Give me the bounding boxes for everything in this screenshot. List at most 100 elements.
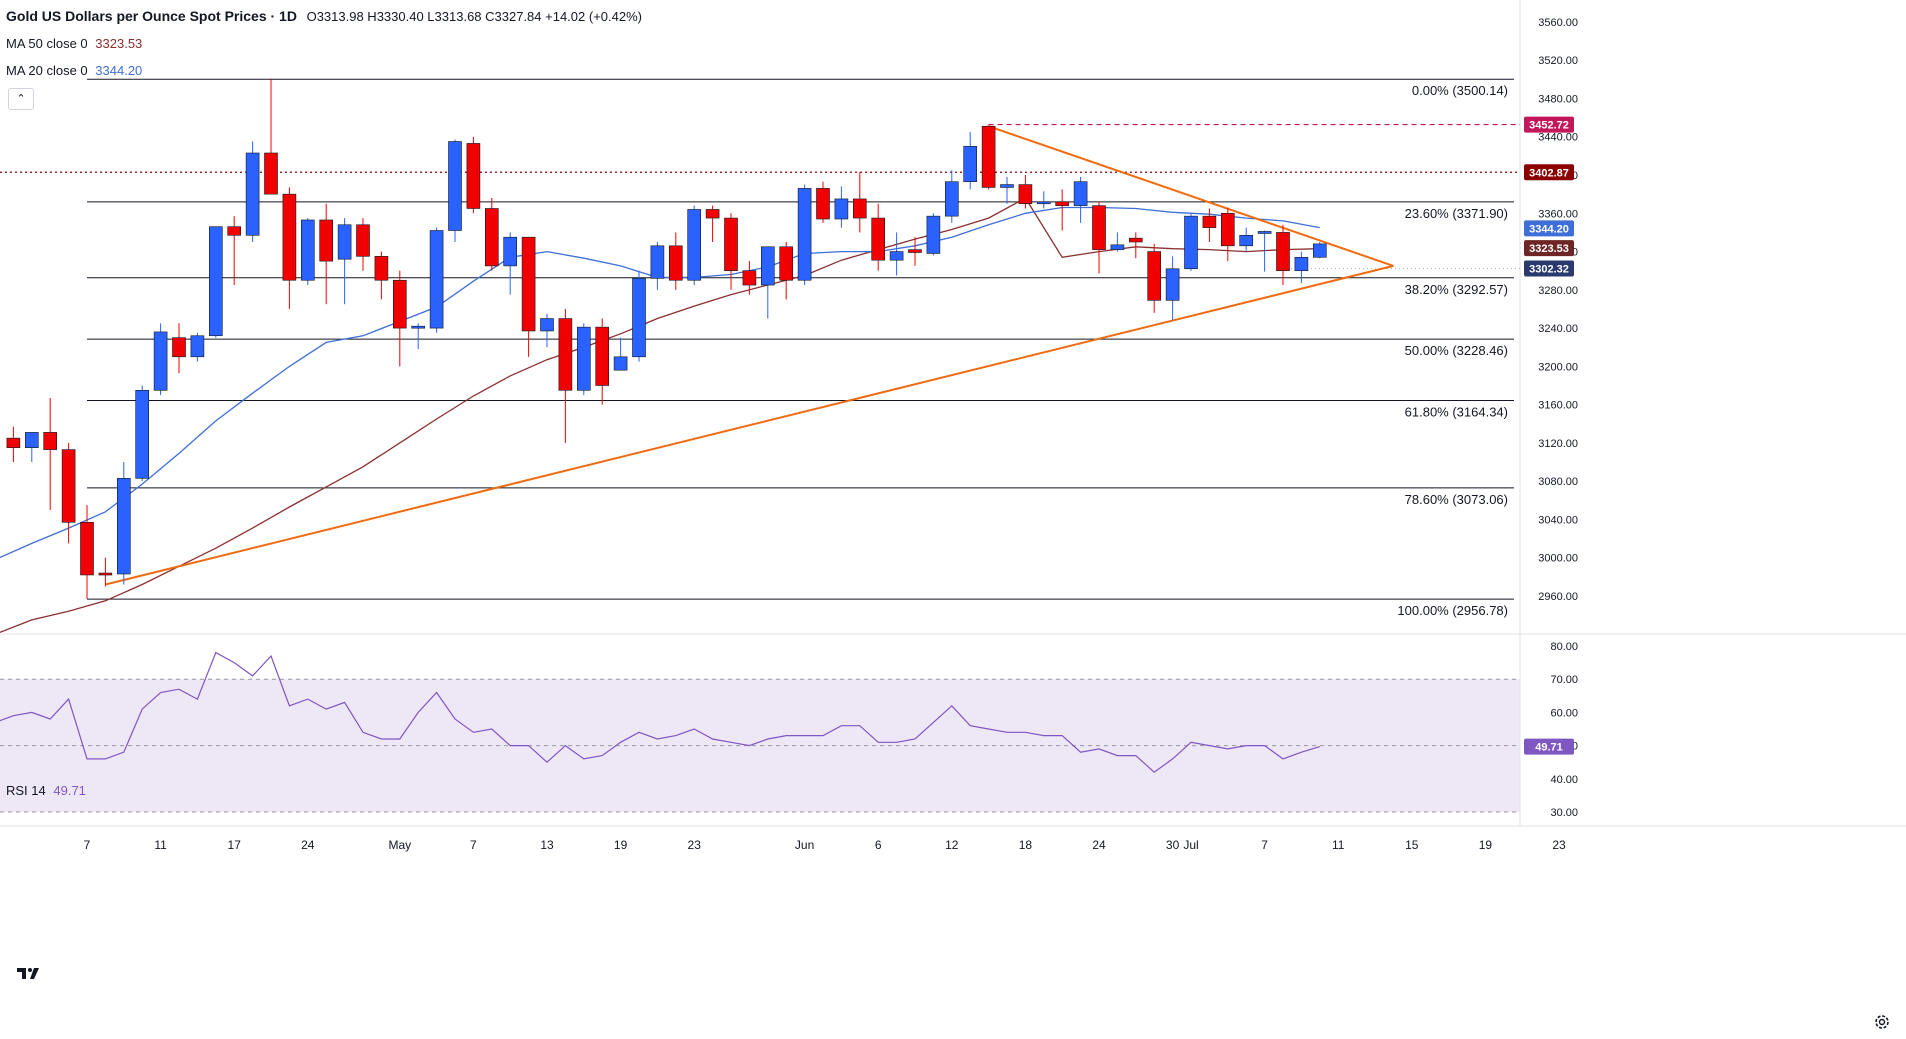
candle-body [926,215,941,254]
candle-body [1294,256,1309,271]
price-tag-label: 3323.53 [1529,243,1569,255]
rsi-tag-label: 49.71 [1535,742,1563,754]
candle-body [540,318,554,332]
rsi-tick-label: 30.00 [1550,807,1578,819]
price-tag: 3402.87 [1524,164,1574,181]
candle [300,218,315,286]
ma20-legend[interactable]: MA 20 close 0 3344.20 [6,63,142,78]
candle-body [779,246,794,281]
candle-body [1073,181,1088,206]
candle [429,227,444,333]
candle-body [871,217,886,261]
candle-body [448,141,462,231]
gear-icon[interactable] [1872,1012,1892,1032]
candle [650,241,665,290]
candle [742,261,757,295]
fib-level-label: 0.00% (3500.14) [1412,83,1508,98]
fib-level-label: 50.00% (3228.46) [1405,343,1508,358]
candle [503,232,518,295]
price-tick-label: 3480.00 [1538,93,1578,105]
candle [1000,176,1014,204]
candle-body [356,224,370,257]
candle [484,197,499,271]
price-tick-label: 3080.00 [1538,476,1578,488]
price-tick-label: 3440.00 [1538,132,1578,144]
candle [227,216,241,286]
candle-body [650,245,665,279]
rsi-legend[interactable]: RSI 14 49.71 [6,783,86,798]
symbol-legend: Gold US Dollars per Ounce Spot Prices · … [6,8,642,24]
candle [337,218,352,305]
price-tag: 3302.32 [1524,260,1574,277]
ma50-label: MA 50 close 0 [6,36,88,51]
price-tag: 3323.53 [1524,240,1574,257]
candle-body [209,226,223,337]
price-tags: 3452.72 3402.87 3344.20 3323.53 3302.32 49.71 [1524,116,1574,755]
candle [797,184,812,286]
ma50-legend[interactable]: MA 50 close 0 3323.53 [6,36,142,51]
candle-body [80,522,94,576]
fibonacci-levels: 0.00% (3500.14) 23.60% (3371.90) 38.20% (3… [0,78,1520,618]
fib-level-label: 100.00% (2956.78) [1397,603,1508,618]
triangle-trendlines [105,125,1394,586]
candle [1313,241,1327,259]
rsi-price-tag: 49.71 [1524,738,1574,755]
candle [466,136,481,214]
fib-level-label: 61.80% (3164.34) [1405,404,1508,419]
candle-body [595,326,610,386]
candle [392,270,407,367]
tradingview-logo-icon[interactable] [12,960,44,986]
candle-body [1147,251,1161,301]
candle [558,308,573,443]
fib-level-label: 23.60% (3371.90) [1405,206,1508,221]
candle-body [411,325,426,329]
candle-body [705,209,720,219]
candle [282,187,297,309]
candle-body [852,198,867,219]
time-tick-label: 24 [1092,838,1106,852]
candle-body [337,224,352,260]
candle-body [613,356,628,371]
price-tick-label: 3560.00 [1538,17,1578,29]
candle-body [981,125,996,188]
candle [816,181,830,223]
rsi-tick-label: 80.00 [1550,641,1578,653]
candle-body [1000,184,1014,188]
candle [117,462,131,585]
candle-body [889,251,904,261]
candle-body [117,478,131,575]
time-tick-label: 13 [540,838,554,852]
candle-body [1313,243,1327,258]
candle [1202,208,1217,242]
candle [871,203,886,271]
candle-body [374,256,389,281]
candle [209,226,223,338]
time-tick-label: 12 [945,838,959,852]
candle-body [227,226,241,236]
price-tick-label: 3520.00 [1538,55,1578,67]
candle-body [135,389,149,479]
candle [1257,230,1272,272]
candle-body [1184,215,1198,270]
candle [61,442,76,544]
candle [153,323,168,396]
candle-body [24,432,39,448]
time-tick-label: 7 [1261,838,1268,852]
price-tick-label: 3120.00 [1538,438,1578,450]
candle [264,79,278,195]
time-tick-label: 30 [1166,838,1180,852]
candle-body [319,219,334,262]
candle [779,241,794,300]
candle-body [484,208,499,267]
candle-body [1239,234,1253,247]
candle [43,397,58,510]
candle-body [742,270,757,286]
rsi-pane [0,678,1520,813]
candle [80,505,94,599]
collapse-legend-button[interactable]: ⌃ [8,88,34,110]
candle-body [668,245,683,281]
time-tick-label: 24 [301,838,315,852]
price-tag-bg [1524,116,1574,133]
candle [1055,189,1069,231]
